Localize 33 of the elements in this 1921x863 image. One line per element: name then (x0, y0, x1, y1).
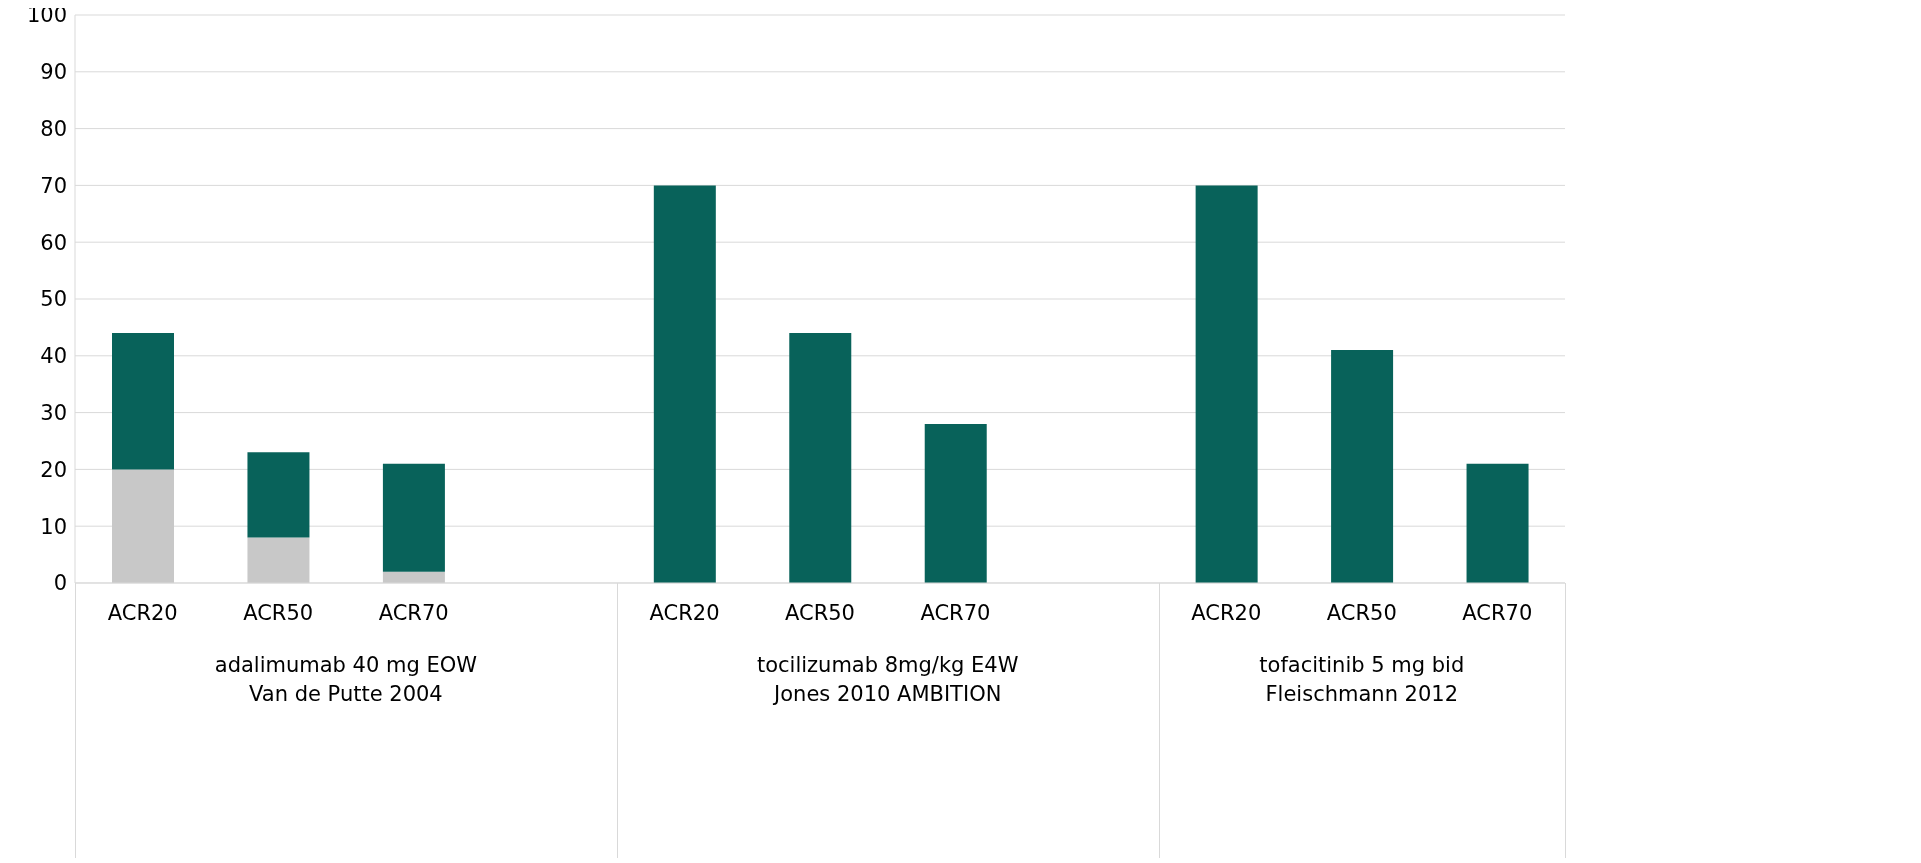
bar (382, 463, 445, 572)
x-tick-label: ACR20 (107, 600, 178, 625)
y-tick-label: 10 (40, 514, 67, 539)
x-tick-label: ACR70 (1462, 600, 1533, 625)
y-tick-label: 20 (40, 457, 67, 482)
text: adalimumab 40 mg EOW Van de Putte 2004 (213, 652, 479, 708)
bar (1195, 185, 1258, 583)
x-tick-label: ACR50 (243, 600, 314, 625)
x-tick-label: ACR70 (378, 600, 449, 625)
x-tick-label: ACR70 (920, 600, 991, 625)
bar (789, 333, 852, 583)
bar (1466, 463, 1529, 583)
x-tick-label: ACR50 (1326, 600, 1397, 625)
x-tick-label: ACR20 (649, 600, 720, 625)
y-tick-label: 60 (40, 230, 67, 255)
x-tick-label: ACR50 (785, 600, 855, 625)
y-tick-label: 90 (40, 60, 67, 85)
bar (653, 185, 716, 583)
bar (1331, 350, 1394, 583)
bar (112, 333, 174, 470)
y-tick-label: 70 (40, 173, 67, 198)
y-tick-label: 30 (40, 401, 67, 426)
y-tick-label: 80 (40, 117, 67, 142)
text: tocilizumab 8mg/kg E4W Jones 2010 AMBITION (755, 652, 1020, 708)
x-tick-label: ACR20 (1191, 600, 1262, 625)
bar (247, 537, 310, 583)
y-tick-label: 40 (40, 344, 67, 369)
bar (247, 452, 310, 538)
text: tofacitinib 5 mg bid Fleischmann 2012 (1258, 652, 1466, 708)
y-tick-label: 0 (53, 571, 67, 596)
bar (112, 469, 174, 583)
bar (924, 423, 987, 583)
y-tick-label: 50 (40, 287, 67, 312)
